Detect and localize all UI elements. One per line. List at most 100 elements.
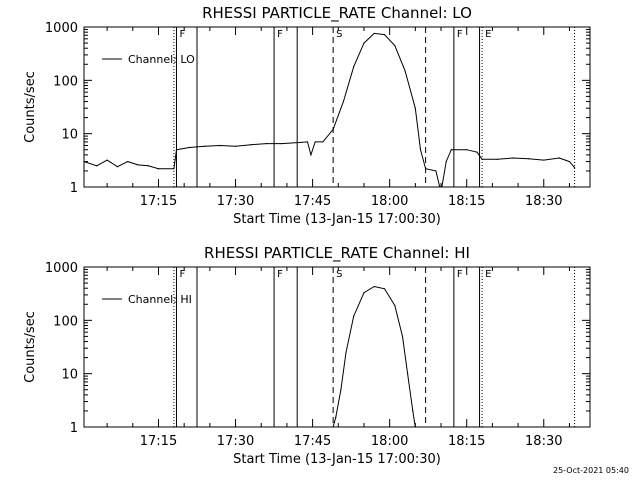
chart2-data-point [401,335,404,337]
chart1-data-point [568,160,571,163]
chart1-y-tick-label: 100 [53,74,78,89]
chart2-marker-flag: F [179,269,185,280]
chart2-y-axis-label: Counts/sec [23,311,38,383]
chart2-data-point [345,351,347,354]
chart1-data-point [353,66,355,68]
chart1-data-point [84,160,85,163]
chart2-data-point [335,417,337,419]
chart1-data-point [106,159,108,161]
chart1-data-point [322,141,324,143]
chart1-data-point [265,143,267,145]
chart1-data-point [573,167,576,169]
chart2-x-axis-label: Start Time (13-Jan-15 17:00:30) [233,452,441,467]
chart1-data-point [175,149,178,151]
chart2-data-point [373,285,375,288]
timestamp: 25-Oct-2021 05:40 [553,466,629,475]
chart2-data-point [363,292,365,294]
chart2-x-tick-label: 18:15 [448,434,485,449]
chart1-x-tick-label: 18:15 [448,194,485,209]
chart1-data-point [314,141,316,143]
chart1-y-tick-label: 1000 [45,21,78,36]
chart2-data-point [394,304,396,307]
chart1-data-point [250,144,252,146]
chart1-marker-flag: E [485,29,491,40]
chart1-title: RHESSI PARTICLE_RATE Channel: LO [202,4,472,23]
chart1-data-point [173,168,175,170]
chart1-x-tick-label: 17:30 [217,194,254,209]
chart2-legend-label: Channel: HI [128,293,192,306]
chart1-plot-frame [83,26,591,188]
chart2-title: RHESSI PARTICLE_RATE Channel: HI [204,244,470,263]
chart1-data-point [543,159,545,161]
chart1-data-point [332,128,334,131]
chart1-data-point [127,160,129,163]
chart1-data-point [440,192,441,193]
chart1-data-point [147,165,149,167]
chart1-marker-flag: F [277,29,283,40]
chart2-data-point [414,426,416,427]
chart2-marker-flag: F [277,269,283,280]
chart2-plot-frame [83,266,591,428]
chart1-data-point [419,149,422,151]
chart1-data-point [219,144,221,147]
chart1-data-point [310,154,312,156]
chart2-x-tick-label: 18:30 [525,434,562,449]
chart1-y-axis-label: Counts/sec [23,71,38,143]
chart1-data-point [296,141,298,144]
chart2-data-point [353,315,355,317]
chart1-x-tick-label: 17:15 [140,194,177,209]
chart1-data-point [363,42,365,44]
chart1-x-axis-label: Start Time (13-Jan-15 17:00:30) [233,212,441,227]
chart1-data-point [558,157,560,159]
chart1-data-point [306,141,309,143]
chart1-data-point [204,145,206,147]
chart1-y-tick-label: 10 [61,128,78,143]
chart2-y-tick-label: 1 [70,421,78,436]
chart2-data-point [412,410,414,412]
chart1-data-point [435,170,437,172]
chart2-marker-flag: S [336,269,342,280]
chart1-legend-label: Channel: LO [128,53,195,66]
chart1-data-point [414,107,416,109]
chart1-x-tick-label: 18:30 [525,194,562,209]
chart1-marker-flag: F [179,29,185,40]
chart1-y-tick-label: 1 [70,181,78,196]
chart2-data-point [407,373,409,375]
chart2-x-tick-label: 17:30 [217,434,254,449]
chart1-data-point [137,164,139,166]
chart1-x-tick-label: 17:45 [294,194,331,209]
chart2-y-tick-label: 100 [53,314,78,329]
chart1-x-tick-label: 18:00 [371,194,408,209]
chart1-data-point [188,146,190,149]
chart1-data-point [404,70,406,72]
chart2-x-tick-label: 18:00 [371,434,408,449]
chart1-data-point [116,166,118,168]
chart1-data-point [342,100,345,103]
chart1-data-point [234,145,237,147]
chart1-data-point [476,151,478,153]
chart2-data-point [383,288,386,290]
chart1-data-point [450,149,452,151]
chart1-data-point [496,158,499,160]
chart1-data-point [394,44,396,47]
chart2-x-tick-label: 17:15 [140,434,177,449]
chart1-data-point [481,158,483,160]
chart2-marker-flag: F [457,269,463,280]
chart1-data-point [425,168,427,170]
chart1-data-point [445,160,447,163]
chart1-data-point [512,157,514,159]
chart1-data-point [96,165,98,167]
chart1-data-point [466,149,468,151]
chart1-data-point [527,158,529,160]
chart1-data-point [157,168,160,170]
chart2-data-point [340,389,342,391]
chart2-y-tick-label: 10 [61,368,78,383]
chart1-data-point [373,32,375,34]
chart1-marker-flag: S [336,29,342,40]
chart2-y-tick-label: 1000 [45,261,78,276]
chart1-marker-flag: F [457,29,463,40]
chart1-data-point [383,34,386,36]
chart2-marker-flag: E [485,269,491,280]
